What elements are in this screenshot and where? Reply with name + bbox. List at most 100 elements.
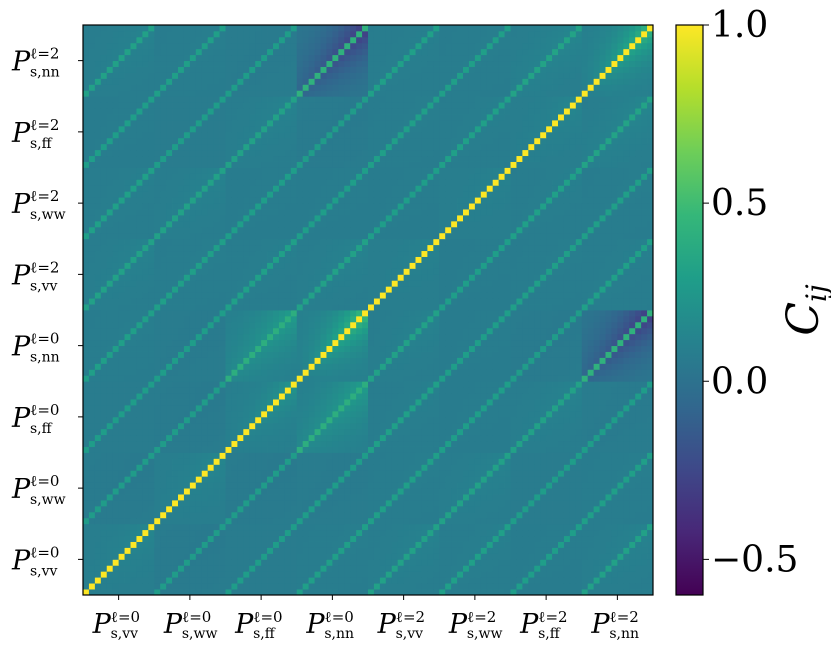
heatmap-cell <box>112 345 120 352</box>
heatmap-cell <box>468 405 476 412</box>
heatmap-cell <box>647 381 654 388</box>
heatmap-cell <box>546 405 553 412</box>
heatmap-cell <box>647 440 654 447</box>
heatmap-cell <box>433 416 440 424</box>
heatmap-cell <box>534 327 541 335</box>
heatmap-cell <box>611 517 618 525</box>
heatmap-cell <box>504 357 511 364</box>
heatmap-cell <box>326 375 333 382</box>
heatmap-cell <box>605 387 612 394</box>
heatmap-cell <box>362 494 369 501</box>
heatmap-cell <box>605 464 612 471</box>
heatmap-cell <box>623 505 630 513</box>
heatmap-cell <box>83 434 90 442</box>
heatmap-cell <box>563 494 571 501</box>
heatmap-cell <box>599 357 606 364</box>
heatmap-cell <box>160 553 167 560</box>
heatmap-cell <box>504 559 511 566</box>
heatmap-cell <box>522 351 529 358</box>
heatmap-cell <box>308 292 315 299</box>
heatmap-cell <box>552 422 559 430</box>
heatmap-cell <box>486 452 494 459</box>
heatmap-cell <box>522 315 529 323</box>
heatmap-cell <box>130 327 137 335</box>
heatmap-cell <box>94 357 102 364</box>
heatmap-cell <box>350 393 357 400</box>
heatmap-cell <box>611 333 618 341</box>
heatmap-cell <box>195 458 203 465</box>
heatmap-cell <box>136 482 143 489</box>
heatmap-cell <box>510 494 517 501</box>
heatmap-cell <box>540 315 547 323</box>
heatmap-cell <box>415 488 422 495</box>
heatmap-cell <box>569 381 577 388</box>
heatmap-cell <box>403 553 410 560</box>
heatmap-cell <box>249 446 256 453</box>
heatmap-cell <box>629 517 636 525</box>
heatmap-cell <box>88 565 96 572</box>
heatmap-cell <box>421 375 428 382</box>
heatmap-cell <box>166 464 173 471</box>
heatmap-cell <box>368 434 375 442</box>
heatmap-cell <box>522 446 529 453</box>
heatmap-cell <box>474 494 482 501</box>
heatmap-cell <box>486 565 494 572</box>
heatmap-cell <box>308 315 315 323</box>
heatmap-cell <box>641 577 648 584</box>
heatmap-cell <box>635 369 642 376</box>
heatmap-cell <box>641 321 648 329</box>
heatmap-cell <box>468 292 476 299</box>
heatmap-cell <box>290 541 298 548</box>
heatmap-cell <box>409 351 416 358</box>
heatmap-cell <box>552 363 559 370</box>
heatmap-cell <box>575 553 583 560</box>
heatmap-cell <box>195 321 203 329</box>
heatmap-cell <box>124 482 131 489</box>
heatmap-cell <box>569 452 577 459</box>
heatmap-cell <box>474 422 482 430</box>
heatmap-cell <box>308 458 315 465</box>
heatmap-cell <box>486 381 494 388</box>
heatmap-cell <box>528 310 535 317</box>
heatmap-cell <box>415 286 422 293</box>
heatmap-cell <box>623 494 630 501</box>
heatmap-cell <box>142 500 149 507</box>
heatmap-cell <box>219 511 226 519</box>
heatmap-cell <box>130 517 137 525</box>
heatmap-cell <box>195 565 203 572</box>
heatmap-cell <box>284 505 292 513</box>
heatmap-cell <box>368 482 375 489</box>
heatmap-cell <box>409 517 416 525</box>
heatmap-cell <box>516 464 523 471</box>
heatmap-cell <box>106 345 114 352</box>
heatmap-cell <box>546 452 553 459</box>
heatmap-cell <box>445 321 452 329</box>
heatmap-cell <box>623 446 630 453</box>
heatmap-cell <box>154 541 161 548</box>
heatmap-cell <box>231 339 238 347</box>
heatmap-cell <box>362 559 369 566</box>
heatmap-cell <box>100 500 108 507</box>
heatmap-cell <box>142 345 149 352</box>
heatmap-cell <box>219 583 226 590</box>
heatmap-cell <box>88 381 96 388</box>
heatmap-cell <box>314 292 321 299</box>
heatmap-cell <box>172 345 179 352</box>
heatmap-cell <box>385 315 393 323</box>
heatmap-cell <box>391 286 399 293</box>
heatmap-cell <box>249 399 256 406</box>
heatmap-cell <box>172 529 179 537</box>
heatmap-cell <box>249 416 256 424</box>
heatmap-cell <box>207 577 215 584</box>
heatmap-cell <box>178 511 185 519</box>
heatmap-cell <box>403 482 410 489</box>
heatmap-cell <box>397 577 405 584</box>
heatmap-cell <box>593 452 600 459</box>
heatmap-cell <box>558 339 565 347</box>
heatmap-cell <box>207 292 215 299</box>
heatmap-cell <box>445 393 452 400</box>
heatmap-cell <box>498 387 505 394</box>
heatmap-cell <box>516 482 523 489</box>
heatmap-cell <box>629 381 636 388</box>
heatmap-cell <box>178 470 185 477</box>
